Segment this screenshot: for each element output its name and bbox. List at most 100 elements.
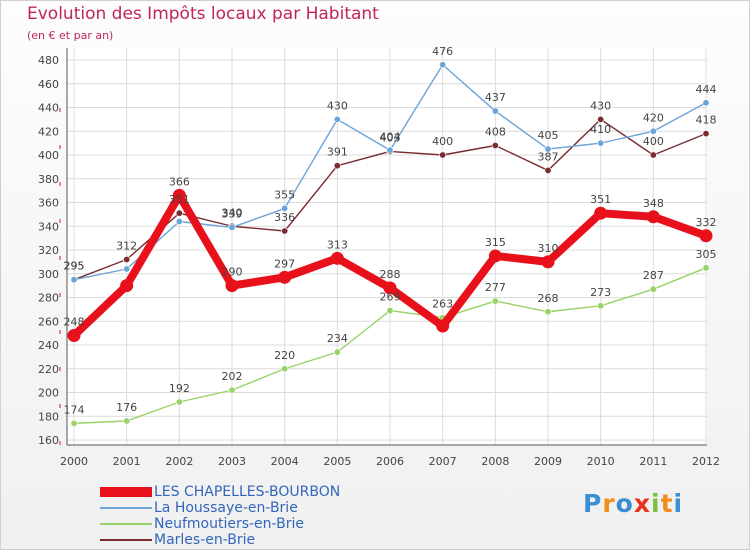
data-label: 277	[485, 281, 506, 294]
y-tick-label: 280	[38, 292, 59, 305]
x-tick-label: 2005	[323, 455, 351, 468]
y-tick-label: 160	[38, 434, 59, 447]
data-point	[281, 204, 289, 212]
data-label: 387	[538, 150, 559, 163]
data-point	[702, 99, 710, 107]
data-point	[228, 386, 236, 394]
data-label: 297	[274, 257, 295, 270]
x-tick-label: 2012	[692, 455, 720, 468]
legend-label: LES CHAPELLES-BOURBON	[154, 484, 341, 500]
series-group	[67, 61, 713, 427]
y-tick-label: 340	[38, 220, 59, 233]
x-tick-label: 2002	[165, 455, 193, 468]
logo-letter: i	[651, 489, 661, 518]
data-point	[646, 210, 660, 224]
y-tick-label: 220	[38, 363, 59, 376]
data-point	[70, 419, 78, 427]
y-tick-label: 320	[38, 244, 59, 257]
data-label: 410	[590, 123, 611, 136]
data-point	[541, 255, 555, 269]
data-point	[175, 398, 183, 406]
data-point	[649, 285, 657, 293]
y-tick-label: 480	[38, 54, 59, 67]
data-label: 391	[327, 146, 348, 159]
data-label: 408	[485, 126, 506, 139]
data-label: 351	[590, 193, 611, 206]
data-label: 192	[169, 382, 190, 395]
data-point	[491, 297, 499, 305]
grid	[67, 48, 707, 445]
chart-subtitle: (en € et par an)	[27, 29, 114, 42]
chart-title: Evolution des Impôts locaux par Habitant	[27, 4, 379, 24]
legend-label: La Houssaye-en-Brie	[154, 500, 298, 516]
data-point	[594, 206, 608, 220]
data-point	[544, 166, 552, 174]
data-point	[333, 115, 341, 123]
data-point	[225, 279, 239, 293]
data-point	[699, 229, 713, 243]
data-point	[281, 365, 289, 373]
legend-swatch-marles	[100, 539, 152, 541]
data-label: 220	[274, 349, 295, 362]
logo-letter: o	[615, 489, 634, 518]
data-point	[491, 107, 499, 115]
data-point	[649, 127, 657, 135]
y-tick-label: 240	[38, 339, 59, 352]
logo-letter: i	[673, 489, 684, 518]
data-point	[386, 146, 394, 154]
data-point	[597, 302, 605, 310]
legend-item: La Houssaye-en-Brie	[100, 500, 400, 516]
data-point	[597, 115, 605, 123]
data-label: 332	[696, 216, 717, 229]
data-label: 263	[432, 298, 453, 311]
data-point	[123, 265, 131, 273]
data-labels: 174 176 192 202 220 234 269 263 277 268 273 287 305 2…	[64, 45, 717, 417]
data-point	[123, 417, 131, 425]
legend-item: Neufmoutiers-en-Brie	[100, 516, 400, 532]
data-point	[333, 162, 341, 170]
data-label: 174	[64, 403, 85, 416]
data-point	[123, 255, 131, 263]
x-tick-label: 2009	[534, 455, 562, 468]
x-tick-label: 2000	[60, 455, 88, 468]
x-tick-label: 2006	[376, 455, 404, 468]
data-label: 430	[590, 99, 611, 112]
data-point	[544, 308, 552, 316]
data-label: 305	[696, 248, 717, 261]
data-label: 437	[485, 91, 506, 104]
data-label: 268	[538, 292, 559, 305]
data-label: 234	[327, 332, 348, 345]
data-point	[491, 142, 499, 150]
data-label: 405	[538, 129, 559, 142]
data-label: 315	[485, 236, 506, 249]
legend-label: Neufmoutiers-en-Brie	[154, 516, 304, 532]
legend-swatch-neufmoutiers	[100, 523, 152, 525]
data-label: 273	[590, 286, 611, 299]
data-label: 404	[380, 130, 401, 143]
x-tick-label: 2001	[113, 455, 141, 468]
logo-letter: x	[633, 489, 651, 518]
data-point	[488, 249, 502, 263]
logo-letter: r	[602, 489, 616, 518]
data-label: 400	[432, 135, 453, 148]
x-tick-label: 2010	[587, 455, 615, 468]
data-label: 176	[116, 401, 137, 414]
x-tick-label: 2011	[639, 455, 667, 468]
data-point	[649, 151, 657, 159]
data-point	[439, 61, 447, 69]
data-point	[333, 348, 341, 356]
data-point	[386, 307, 394, 315]
y-tick-label: 400	[38, 149, 59, 162]
logo-letter: t	[660, 489, 674, 518]
legend-swatch-chapelles	[100, 487, 152, 497]
legend-item: LES CHAPELLES-BOURBON	[100, 484, 400, 500]
y-tick-label: 460	[38, 78, 59, 91]
legend: LES CHAPELLES-BOURBON La Houssaye-en-Bri…	[100, 484, 400, 548]
data-label: 400	[643, 135, 664, 148]
y-tick-label: 260	[38, 315, 59, 328]
data-point	[281, 227, 289, 235]
data-point	[702, 130, 710, 138]
data-point	[597, 139, 605, 147]
data-label: 287	[643, 269, 664, 282]
